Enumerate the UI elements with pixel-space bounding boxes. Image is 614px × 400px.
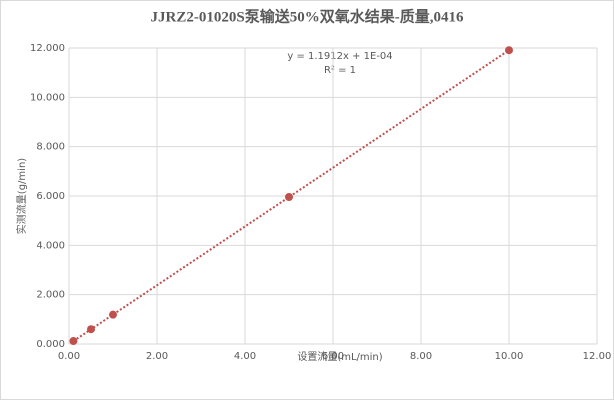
y-tick-label: 4.000 — [36, 240, 65, 251]
y-tick-label: 8.000 — [36, 142, 65, 153]
y-tick-label: 2.000 — [36, 290, 65, 301]
r-squared: R² = 1 — [324, 65, 356, 76]
data-point — [505, 46, 513, 55]
data-point — [109, 310, 117, 319]
trendline-equation: y = 1.1912x + 1E-04 — [287, 51, 392, 62]
y-axis-title: 实测流量(g/min) — [15, 158, 28, 234]
y-tick-label: 12.000 — [30, 43, 65, 54]
data-point — [285, 192, 293, 201]
y-tick-label: 6.000 — [36, 191, 65, 202]
x-tick-label: 6.00 — [322, 351, 344, 362]
x-tick-label: 12.00 — [583, 351, 612, 362]
x-tick-label: 0.00 — [58, 351, 80, 362]
y-tick-label: 0.000 — [36, 339, 65, 350]
x-tick-label: 8.00 — [410, 351, 432, 362]
x-tick-label: 4.00 — [234, 351, 256, 362]
x-tick-label: 10.00 — [495, 351, 524, 362]
x-tick-label: 2.00 — [146, 351, 168, 362]
data-point — [69, 337, 78, 346]
chart-title: JJRZ2-01020S泵输送50%双氧水结果-质量,0416 — [151, 7, 464, 25]
x-axis-title: 设置流量(mL/min) — [297, 350, 382, 363]
y-tick-label: 10.000 — [30, 92, 65, 103]
data-point — [87, 325, 95, 334]
